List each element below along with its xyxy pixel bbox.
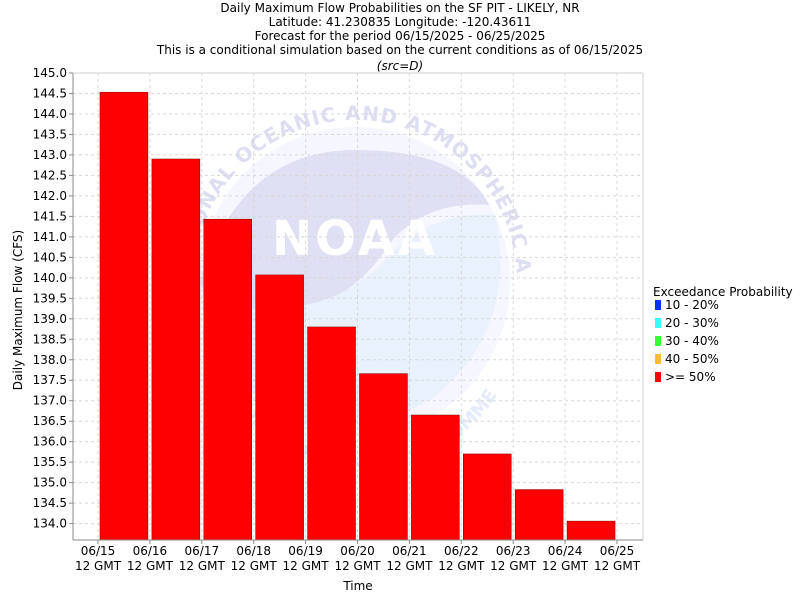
y-tick-label: 134.0 xyxy=(33,517,67,531)
bars xyxy=(99,91,616,541)
legend-swatch xyxy=(655,372,661,382)
y-tick-label: 137.0 xyxy=(33,394,67,408)
legend-item-label: 30 - 40% xyxy=(665,334,719,348)
y-tick-label: 139.0 xyxy=(33,312,67,326)
bar xyxy=(307,326,356,541)
y-tick-label: 136.0 xyxy=(33,435,67,449)
legend-item-label: >= 50% xyxy=(665,370,716,384)
x-tick-label-date: 06/20 xyxy=(340,544,375,558)
title-line-3: Forecast for the period 06/15/2025 - 06/… xyxy=(255,29,546,43)
legend-item-label: 20 - 30% xyxy=(665,316,719,330)
legend-item-label: 10 - 20% xyxy=(665,298,719,312)
x-tick-label-time: 12 GMT xyxy=(490,559,537,573)
y-tick-label: 140.0 xyxy=(33,271,67,285)
x-tick-label-time: 12 GMT xyxy=(542,559,589,573)
y-tick-label: 140.5 xyxy=(33,250,67,264)
legend-swatch xyxy=(655,300,661,310)
bar xyxy=(514,489,564,541)
title-line-1: Daily Maximum Flow Probabilities on the … xyxy=(220,1,579,15)
legend-swatch xyxy=(655,354,661,364)
y-tick-label: 144.5 xyxy=(33,86,67,100)
y-tick-label: 137.5 xyxy=(33,373,67,387)
y-tick-label: 135.5 xyxy=(33,455,67,469)
legend-title: Exceedance Probability xyxy=(653,285,793,299)
x-tick-label-date: 06/18 xyxy=(236,544,271,558)
x-tick-label-date: 06/23 xyxy=(496,544,531,558)
x-tick-label-time: 12 GMT xyxy=(283,559,330,573)
y-tick-label: 138.5 xyxy=(33,332,67,346)
x-tick-label-time: 12 GMT xyxy=(594,559,641,573)
y-axis-label: Daily Maximum Flow (CFS) xyxy=(11,230,25,390)
legend-swatch xyxy=(655,318,661,328)
y-tick-label: 142.0 xyxy=(33,189,67,203)
x-tick-label-date: 06/22 xyxy=(444,544,479,558)
x-tick-label-date: 06/24 xyxy=(548,544,583,558)
x-tick-label-date: 06/19 xyxy=(288,544,323,558)
x-tick-label-date: 06/15 xyxy=(81,544,116,558)
x-tick-label-time: 12 GMT xyxy=(127,559,174,573)
x-tick-label-time: 12 GMT xyxy=(179,559,226,573)
legend: Exceedance Probability 10 - 20% 20 - 30% 3… xyxy=(653,285,793,384)
y-tick-label: 145.0 xyxy=(33,66,67,80)
legend-item-label: 40 - 50% xyxy=(665,352,719,366)
x-tick-label-time: 12 GMT xyxy=(75,559,122,573)
legend-swatch xyxy=(655,336,661,346)
y-axis-ticks: 134.0 134.5 135.0 135.5 136.0 136.5 137.0 137.5… xyxy=(33,66,73,531)
x-tick-label-date: 06/21 xyxy=(392,544,427,558)
x-tick-label-date: 06/16 xyxy=(133,544,168,558)
x-tick-label-date: 06/25 xyxy=(600,544,635,558)
bar xyxy=(255,274,304,541)
bar xyxy=(411,414,460,541)
x-tick-label-time: 12 GMT xyxy=(438,559,485,573)
y-tick-label: 135.0 xyxy=(33,476,67,490)
x-axis-label: Time xyxy=(342,579,372,593)
y-tick-label: 142.5 xyxy=(33,168,67,182)
bar xyxy=(203,218,253,541)
x-tick-label-date: 06/17 xyxy=(185,544,220,558)
bar xyxy=(99,91,149,541)
y-tick-label: 139.5 xyxy=(33,291,67,305)
x-tick-label-time: 12 GMT xyxy=(231,559,278,573)
y-tick-label: 141.5 xyxy=(33,209,67,223)
watermark-logo-text: NOAA xyxy=(272,211,438,267)
y-tick-label: 134.5 xyxy=(33,496,67,510)
bar xyxy=(359,373,408,541)
bar xyxy=(566,520,616,541)
bar xyxy=(151,158,201,541)
y-tick-label: 144.0 xyxy=(33,107,67,121)
y-tick-label: 141.0 xyxy=(33,230,67,244)
y-tick-label: 136.5 xyxy=(33,414,67,428)
title-line-2: Latitude: 41.230835 Longitude: -120.4361… xyxy=(269,15,532,29)
y-tick-label: 138.0 xyxy=(33,353,67,367)
y-tick-label: 143.0 xyxy=(33,148,67,162)
x-tick-label-time: 12 GMT xyxy=(334,559,381,573)
y-tick-label: 143.5 xyxy=(33,127,67,141)
chart-title: Daily Maximum Flow Probabilities on the … xyxy=(156,1,643,73)
bar xyxy=(462,453,512,541)
x-tick-label-time: 12 GMT xyxy=(386,559,433,573)
title-line-4: This is a conditional simulation based o… xyxy=(156,43,643,57)
source-note: (src=D) xyxy=(377,59,423,73)
